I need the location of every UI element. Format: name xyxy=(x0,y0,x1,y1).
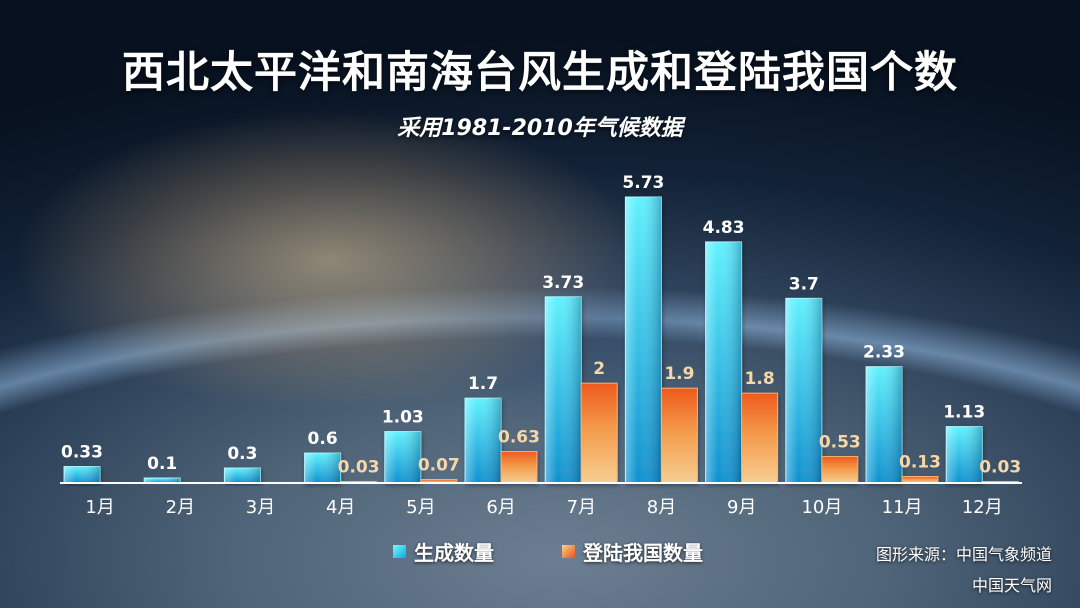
data-label-generated: 3.7 xyxy=(789,274,819,294)
page-title: 西北太平洋和南海台风生成和登陆我国个数 xyxy=(122,48,958,98)
data-label-generated: 0.6 xyxy=(308,429,338,449)
credit-site: 中国天气网 xyxy=(971,576,1052,595)
data-label-landed: 0.13 xyxy=(899,453,941,473)
bar-generated-shade xyxy=(545,296,582,483)
x-tick-label: 8月 xyxy=(647,497,676,518)
x-tick-label: 9月 xyxy=(727,497,756,518)
data-label-generated: 4.83 xyxy=(703,218,745,238)
data-label-generated: 3.73 xyxy=(542,273,584,293)
bar-generated-shade xyxy=(64,466,100,483)
x-tick-label: 12月 xyxy=(962,497,1003,518)
data-label-landed: 2 xyxy=(593,359,605,379)
credit-source: 图形来源：中国气象频道 xyxy=(875,545,1052,564)
data-label-landed: 0.63 xyxy=(498,428,540,448)
x-tick-label: 3月 xyxy=(246,497,275,518)
data-label-generated: 0.33 xyxy=(61,443,103,463)
x-tick-label: 6月 xyxy=(486,497,515,518)
data-label-landed: 1.9 xyxy=(664,364,694,384)
bar-generated-shade xyxy=(144,478,181,483)
data-label-landed: 0.03 xyxy=(338,458,380,478)
x-tick-label: 10月 xyxy=(801,497,842,518)
x-tick-label: 4月 xyxy=(326,497,355,518)
legend-label-landed: 登陆我国数量 xyxy=(583,541,703,565)
bar-generated-shade xyxy=(705,241,742,483)
data-label-generated: 1.7 xyxy=(468,374,498,394)
x-tick-label: 7月 xyxy=(567,497,596,518)
data-label-landed: 0.07 xyxy=(418,456,460,476)
bar-generated-shade xyxy=(384,431,421,483)
x-tick-label: 11月 xyxy=(882,497,923,518)
bar-landed xyxy=(821,456,859,484)
data-label-generated: 1.13 xyxy=(943,403,985,423)
bars-layer xyxy=(63,196,1019,484)
legend-swatch-generated xyxy=(393,545,406,558)
bar-landed xyxy=(580,382,618,484)
data-label-generated: 0.3 xyxy=(227,444,257,464)
data-label-landed: 0.03 xyxy=(979,458,1021,478)
legend-generated: 生成数量 xyxy=(393,537,494,566)
x-tick-label: 2月 xyxy=(166,497,195,518)
data-label-landed: 1.8 xyxy=(745,369,775,389)
bar-generated-shade xyxy=(304,453,341,483)
bar-landed xyxy=(741,392,779,484)
bar-generated-shade xyxy=(866,366,902,483)
legend-label-generated: 生成数量 xyxy=(414,541,494,565)
x-tick-label: 1月 xyxy=(85,497,114,518)
bar-generated-shade xyxy=(625,197,662,483)
labels-layer: 0.331月0.12月0.33月0.60.034月1.030.075月1.70.… xyxy=(61,173,1021,518)
bar-generated-shade xyxy=(465,398,501,483)
legend-swatch-landed xyxy=(562,545,575,558)
data-label-generated: 1.03 xyxy=(382,408,424,428)
data-label-landed: 0.53 xyxy=(819,433,861,453)
bar-generated-shade xyxy=(224,468,261,483)
page-subtitle: 采用1981-2010年气候数据 xyxy=(397,116,683,141)
data-label-generated: 2.33 xyxy=(863,343,905,363)
data-label-generated: 0.1 xyxy=(147,454,177,474)
x-tick-label: 5月 xyxy=(406,497,435,518)
bar-landed xyxy=(500,451,538,484)
bar-landed xyxy=(660,387,698,484)
data-label-generated: 5.73 xyxy=(622,173,664,193)
bar-generated-shade xyxy=(946,426,983,483)
bar-generated-shade xyxy=(785,298,822,483)
legend-landed: 登陆我国数量 xyxy=(562,537,703,566)
